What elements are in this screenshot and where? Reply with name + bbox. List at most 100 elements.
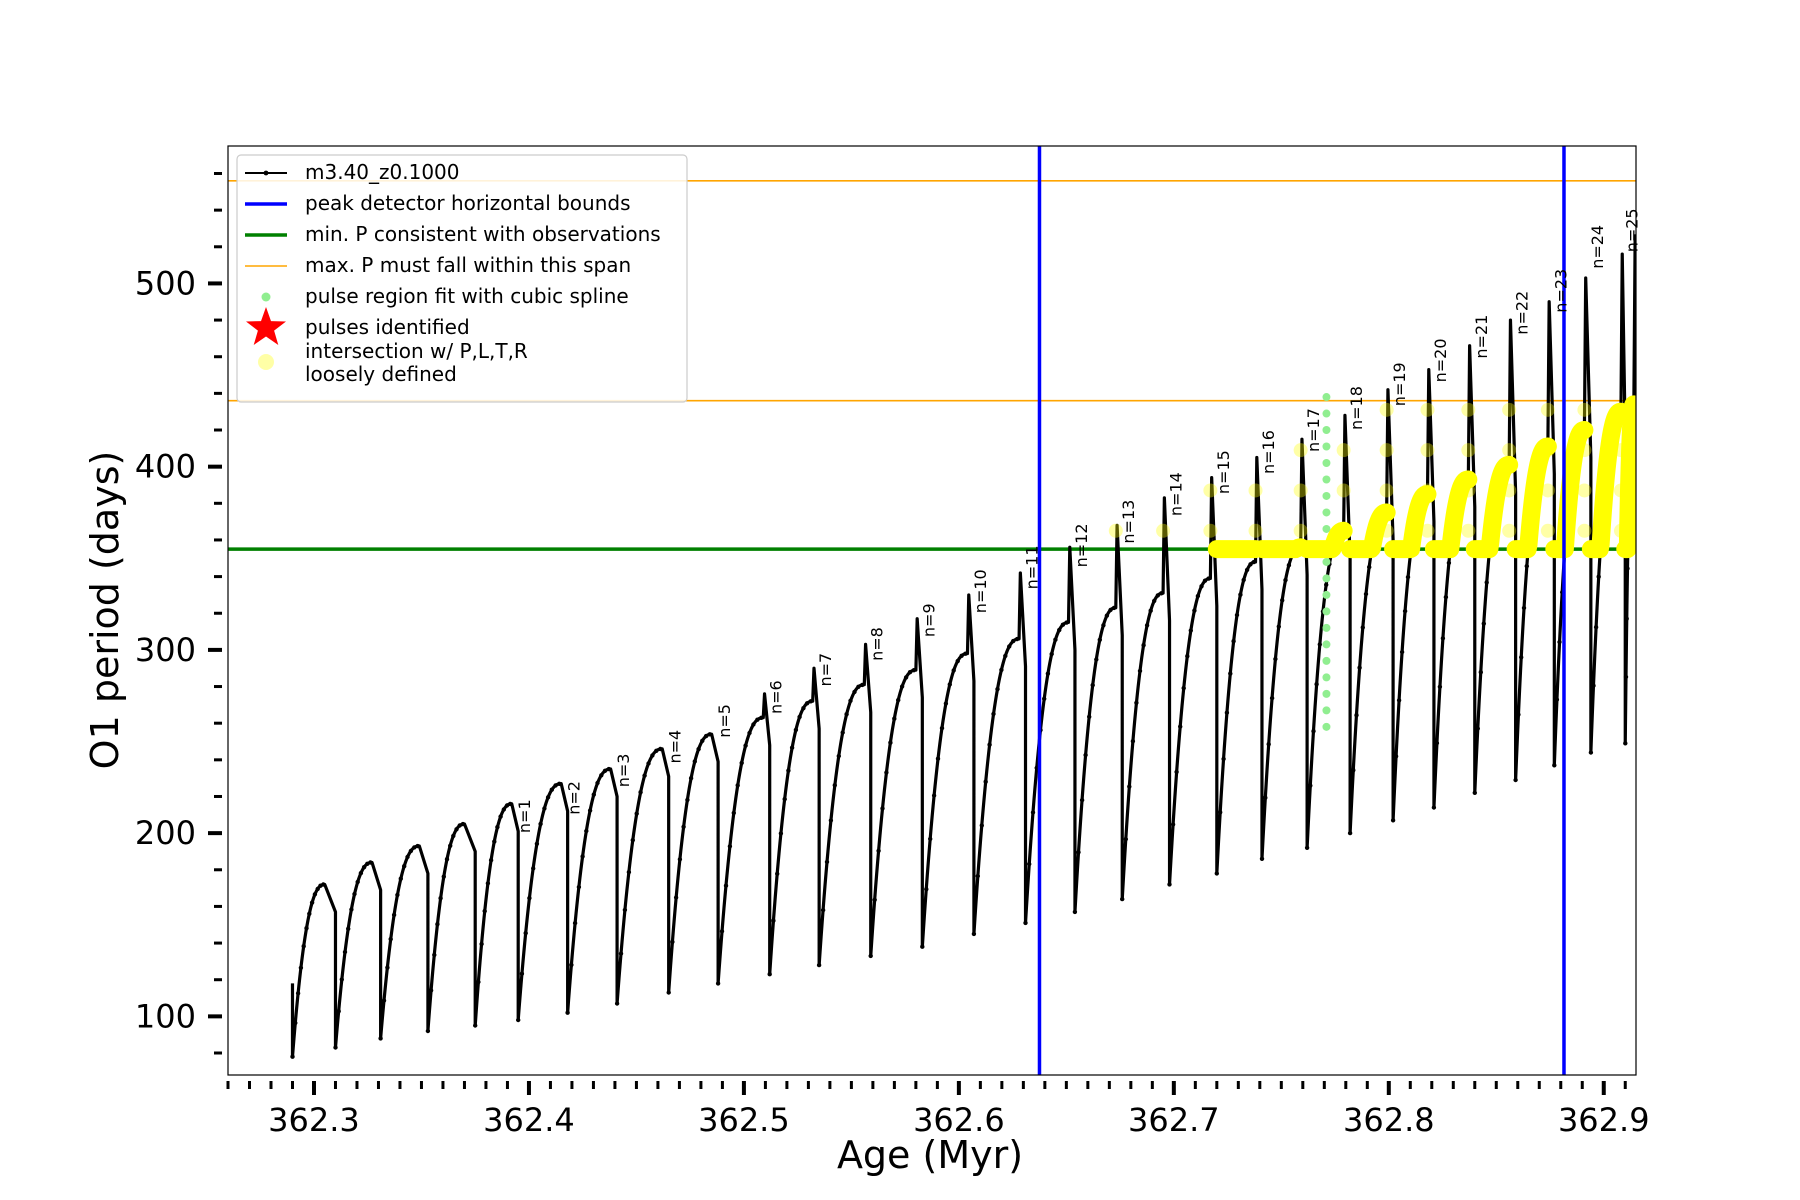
curve-point xyxy=(1108,607,1113,613)
intersection-point xyxy=(1248,523,1263,538)
curve-point xyxy=(1273,656,1278,662)
curve-point xyxy=(801,706,806,711)
spline-point xyxy=(1322,458,1331,467)
intersection-point xyxy=(1420,483,1435,498)
curve-point xyxy=(903,675,909,680)
curve-point xyxy=(670,939,675,945)
intersection-point xyxy=(1420,523,1435,538)
curve-point xyxy=(650,753,655,758)
curve-point xyxy=(595,780,600,786)
curve-point xyxy=(1513,777,1518,783)
intersection-arc xyxy=(1581,402,1630,559)
curve-point xyxy=(1206,576,1211,581)
curve-point xyxy=(1591,683,1596,688)
curve-point xyxy=(352,891,357,897)
curve-point xyxy=(432,952,437,958)
intersection-point xyxy=(1379,483,1394,498)
curve-point xyxy=(1363,591,1369,597)
curve-point xyxy=(677,857,683,862)
spline-point xyxy=(1322,607,1331,616)
curve-point xyxy=(599,773,604,778)
intersection-arc xyxy=(1341,503,1396,559)
curve-point xyxy=(523,930,528,936)
intersection-point xyxy=(1626,402,1636,417)
curve-point xyxy=(342,949,348,955)
curve-point xyxy=(1101,623,1106,628)
curve-point xyxy=(1475,726,1481,731)
curve-point xyxy=(1221,756,1226,762)
pulse-label: n=15 xyxy=(1214,450,1233,494)
curve-point xyxy=(405,854,410,860)
pulse-label: n=10 xyxy=(971,569,990,613)
curve-point xyxy=(907,670,913,675)
curve-point xyxy=(1238,592,1243,597)
pulse-label: n=12 xyxy=(1072,523,1091,567)
curve-point xyxy=(951,668,956,673)
curve-point xyxy=(1155,593,1161,598)
curve-point xyxy=(943,701,949,706)
pulse-label: n=14 xyxy=(1167,472,1186,516)
intersection-point xyxy=(1461,483,1476,498)
curve-point xyxy=(295,991,301,996)
legend-label: m3.40_z0.1000 xyxy=(305,160,460,184)
curve-point xyxy=(896,697,901,703)
curve-point xyxy=(727,844,733,849)
intersection-point xyxy=(1293,483,1308,498)
curve-point xyxy=(395,892,400,898)
curve-point xyxy=(587,808,593,813)
curve-point xyxy=(1263,795,1268,800)
intersection-point xyxy=(1248,483,1263,498)
axes: 362.3 362.4 362.5 362.6 362.7 362.8 362.9 100 20… xyxy=(135,171,1650,1139)
curve-point xyxy=(1090,682,1095,688)
intersection-point xyxy=(1108,523,1123,538)
curve-point xyxy=(435,922,440,927)
curve-point xyxy=(358,870,364,876)
curve-point xyxy=(1324,582,1329,587)
curve-point xyxy=(1481,621,1487,626)
curve-point xyxy=(1357,665,1362,670)
curve-point xyxy=(1178,724,1183,729)
curve-point xyxy=(630,837,635,843)
curve-point xyxy=(1027,861,1032,867)
curve-point xyxy=(1399,649,1405,655)
curve-point xyxy=(1367,564,1372,570)
curve-point xyxy=(572,920,578,926)
curve-point xyxy=(703,733,709,739)
curve-point xyxy=(848,698,853,703)
curve-point xyxy=(789,745,795,750)
curve-point xyxy=(304,926,309,931)
pulse-label: n=18 xyxy=(1347,386,1366,430)
x-tick-label: 362.7 xyxy=(1128,1101,1220,1139)
curve-point xyxy=(991,711,996,717)
curve-point xyxy=(959,653,964,658)
curve-point xyxy=(723,883,729,888)
intersection-arc xyxy=(1545,421,1594,559)
curve-point xyxy=(495,824,500,830)
curve-point xyxy=(955,658,960,664)
y-tick-label: 200 xyxy=(135,814,196,852)
curve-point xyxy=(1188,628,1194,633)
curve-point xyxy=(1557,639,1562,645)
pulse-label: n=23 xyxy=(1551,269,1570,313)
curve-point xyxy=(688,776,694,781)
curve-point xyxy=(731,810,736,816)
intersection-point xyxy=(1336,443,1351,458)
curve-point xyxy=(1440,636,1446,641)
curve-point xyxy=(1623,741,1628,746)
curve-point xyxy=(1072,909,1078,915)
curve-point xyxy=(999,667,1004,673)
curve-point xyxy=(1393,754,1399,759)
curve-point xyxy=(719,929,725,934)
curve-point xyxy=(786,768,791,773)
curve-point xyxy=(1396,698,1402,703)
intersection-point xyxy=(1577,443,1592,458)
intersection-point xyxy=(1420,402,1435,417)
intersection-arc xyxy=(1616,395,1636,559)
curve-point xyxy=(983,779,988,784)
curve-point xyxy=(692,759,697,764)
intersection-point xyxy=(1461,402,1476,417)
y-tick-label: 500 xyxy=(135,264,196,302)
curve-point xyxy=(385,965,390,970)
curve-point xyxy=(1060,622,1066,627)
curve-point xyxy=(1083,752,1088,758)
